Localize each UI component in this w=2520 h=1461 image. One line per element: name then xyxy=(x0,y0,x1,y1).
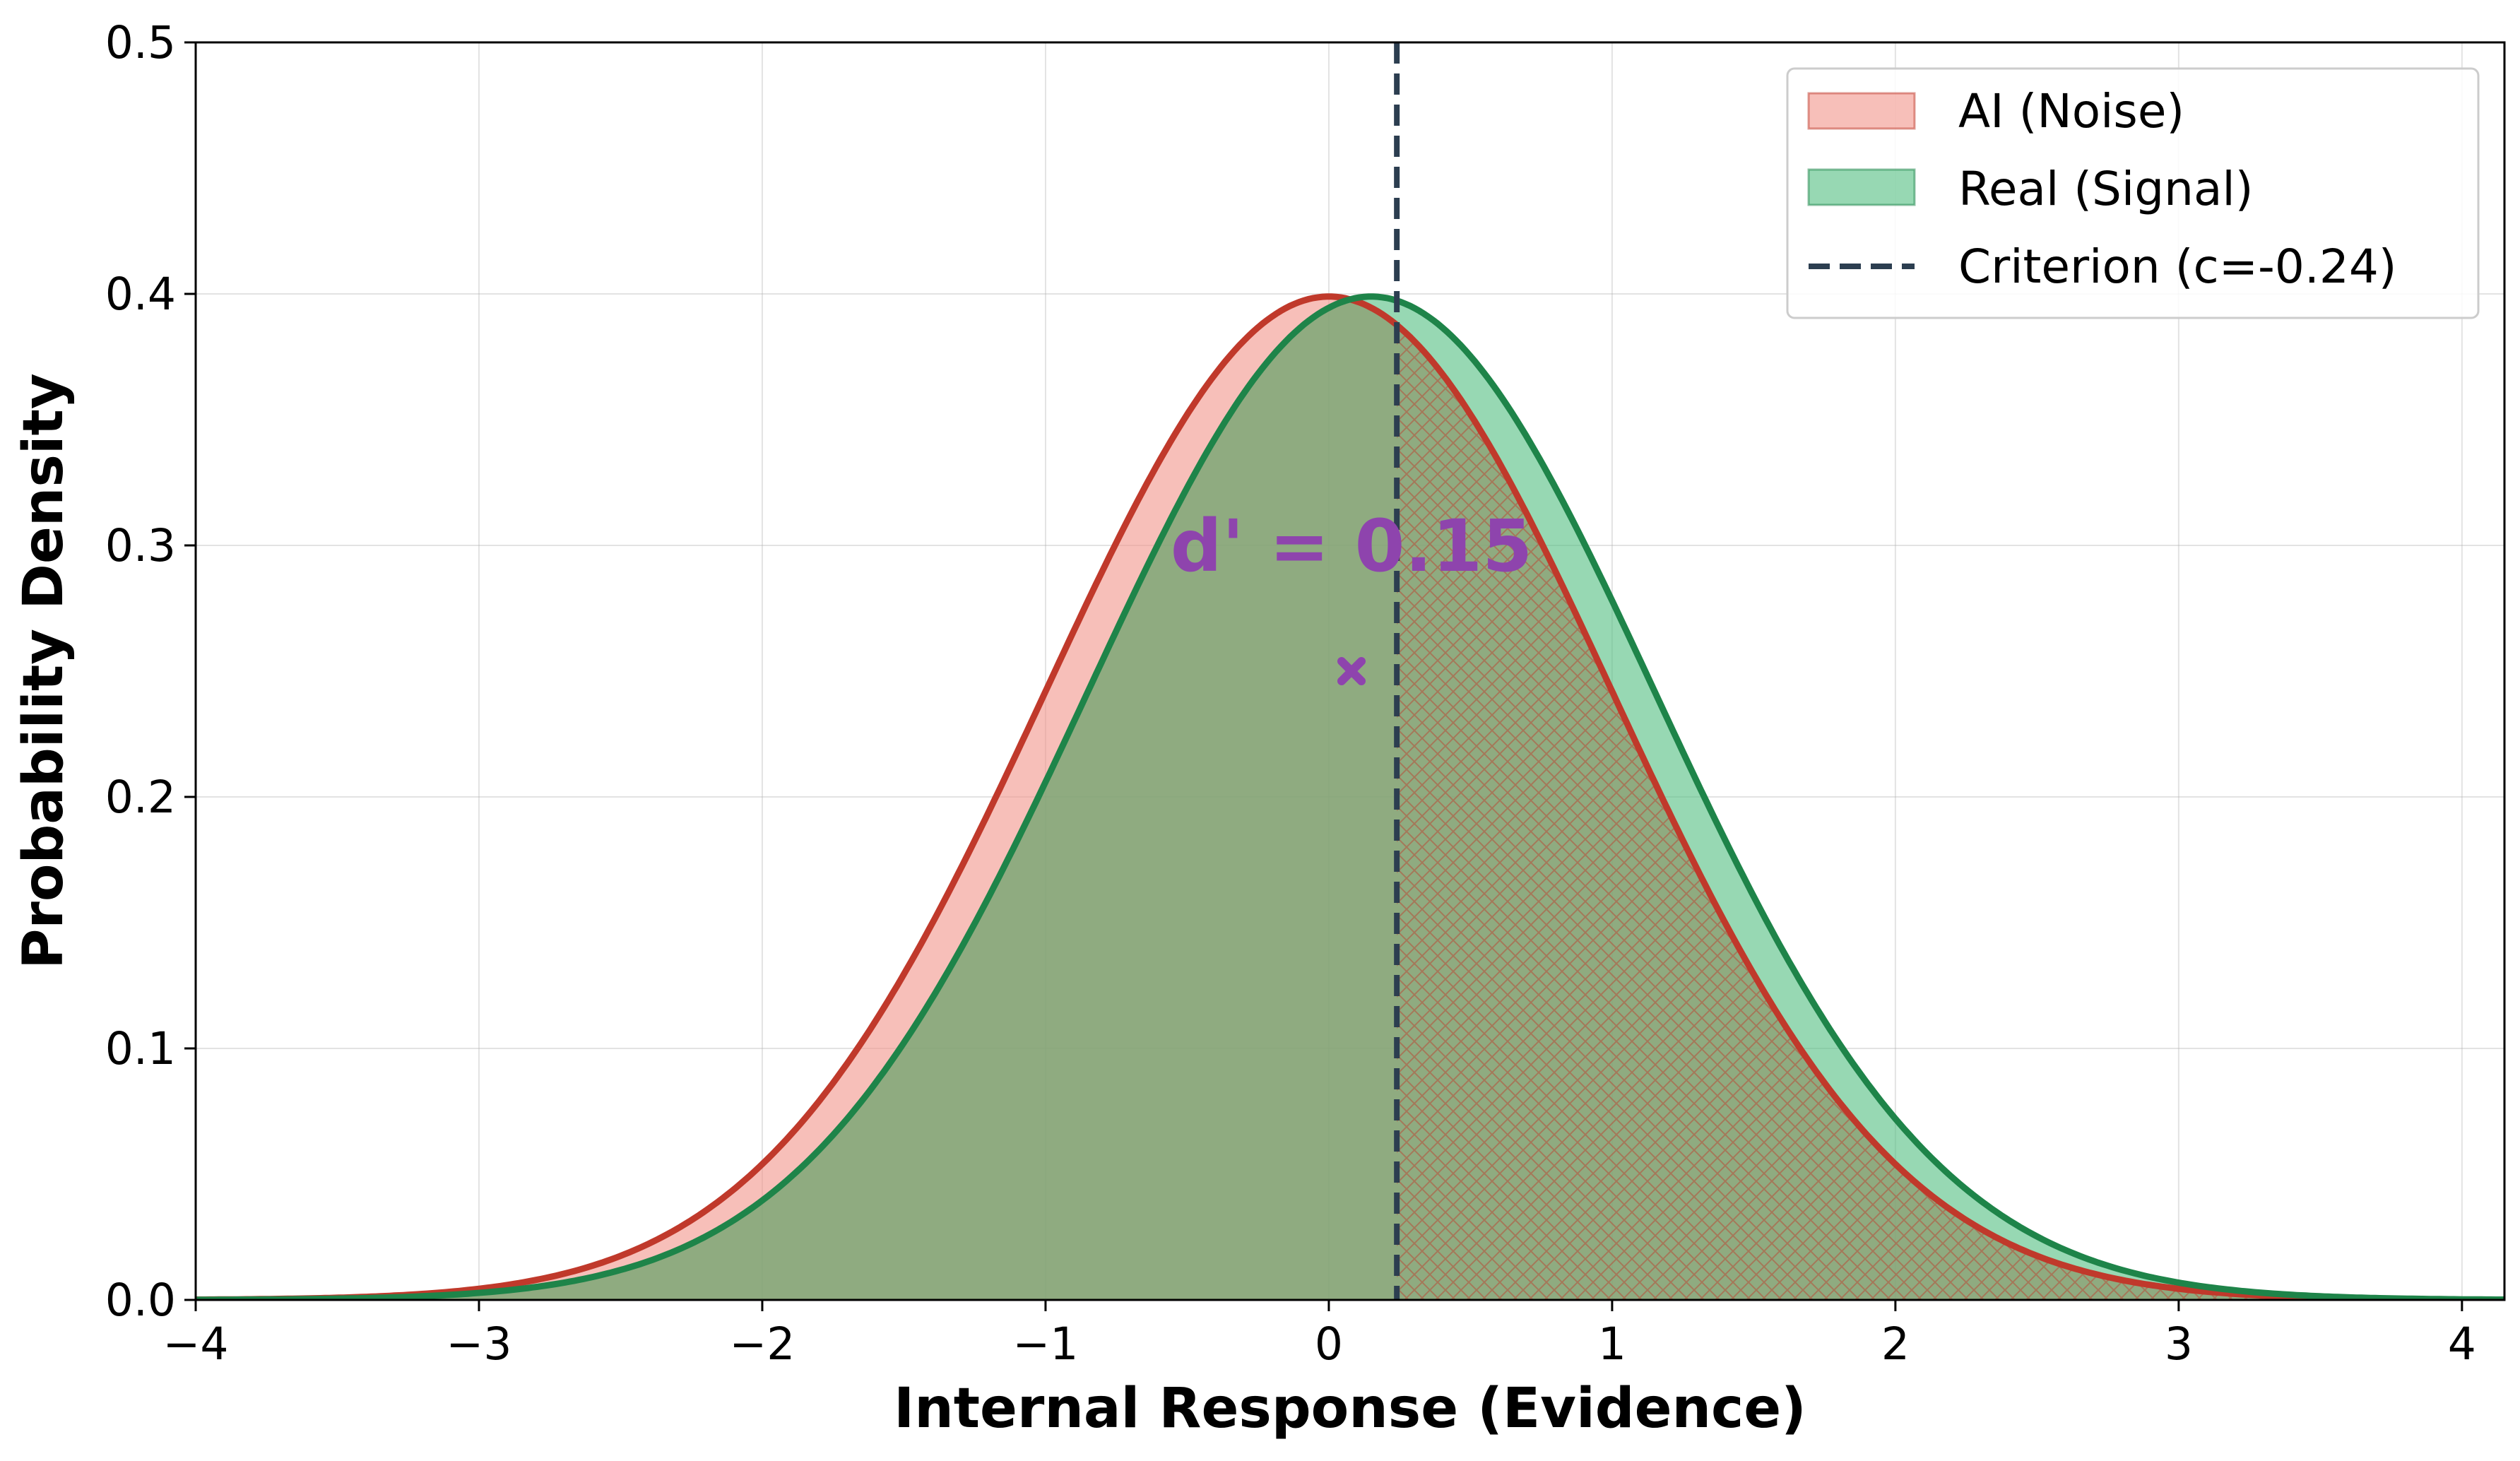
y-tick-label: 0.1 xyxy=(105,1023,176,1075)
x-tick-label: 1 xyxy=(1598,1318,1626,1370)
x-tick-label: −2 xyxy=(730,1318,795,1370)
annotation-marker xyxy=(1337,657,1366,685)
y-axis-title: Probability Density xyxy=(12,373,76,969)
criterion-right-hatch xyxy=(1397,325,2504,1300)
x-axis-ticks: −4 −3 −2 −1 0 1 2 3 4 xyxy=(163,1300,2476,1370)
legend-noise-swatch xyxy=(1807,92,1916,130)
legend-noise-label: AI (Noise) xyxy=(1958,84,2184,138)
legend-signal-swatch xyxy=(1807,168,1916,206)
x-tick-label: −3 xyxy=(446,1318,512,1370)
dprime-annotation: d' = 0.15 xyxy=(1171,504,1532,588)
y-tick-label: 0.3 xyxy=(105,520,176,572)
plot-frame xyxy=(194,41,2506,1301)
x-tick-label: −4 xyxy=(163,1318,229,1370)
y-tick-label: 0.4 xyxy=(105,268,176,320)
x-marker xyxy=(1337,657,1366,685)
legend-signal-label: Real (Signal) xyxy=(1958,162,2254,216)
y-axis-ticks: 0.0 0.1 0.2 0.3 0.4 0.5 xyxy=(105,17,196,1326)
legend-criterion-label: Criterion (c=-0.24) xyxy=(1958,239,2397,294)
x-tick-label: 0 xyxy=(1315,1318,1343,1370)
legend-box xyxy=(1786,67,2480,319)
x-tick-label: 2 xyxy=(1881,1318,1910,1370)
y-tick-label: 0.0 xyxy=(105,1274,176,1326)
x-tick-label: −1 xyxy=(1013,1318,1079,1370)
signal-curve-line xyxy=(196,293,2504,1300)
overlap-fill-area xyxy=(196,299,2504,1300)
legend: AI (Noise) Real (Signal) Criterion (c=-0… xyxy=(1786,67,2480,319)
y-tick-label: 0.2 xyxy=(105,771,176,823)
y-tick-label: 0.5 xyxy=(105,17,176,69)
x-axis-title: Internal Response (Evidence) xyxy=(894,1377,1806,1441)
x-tick-label: 4 xyxy=(2448,1318,2476,1370)
x-tick-label: 3 xyxy=(2165,1318,2193,1370)
